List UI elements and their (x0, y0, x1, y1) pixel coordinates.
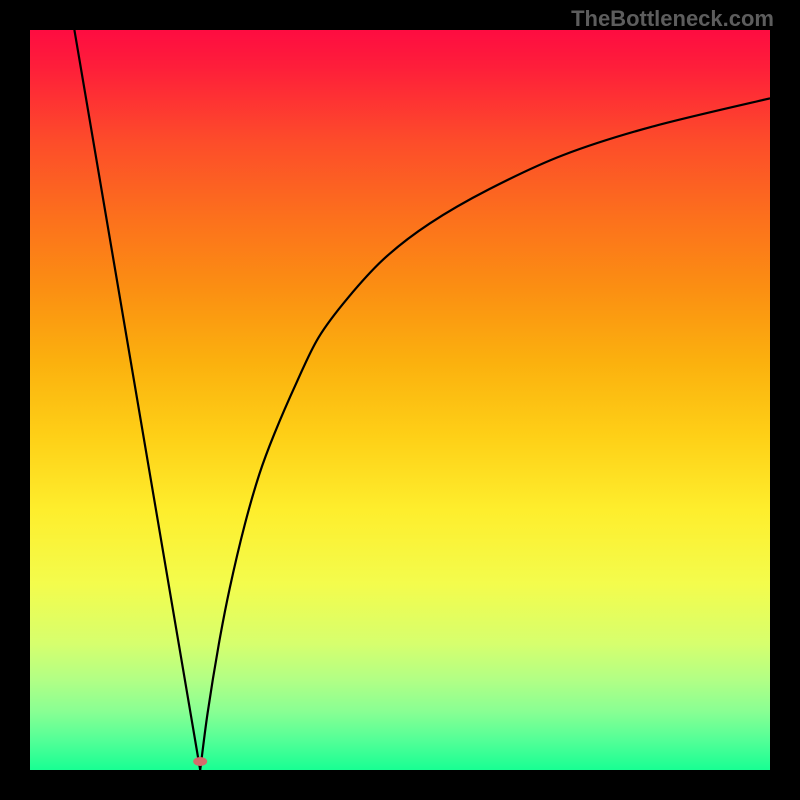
figure-frame: TheBottleneck.com (0, 0, 800, 800)
chart-svg (30, 30, 770, 770)
gradient-background (30, 30, 770, 770)
watermark-text: TheBottleneck.com (571, 6, 774, 32)
plot-area (30, 30, 770, 770)
dip-marker (193, 757, 207, 766)
